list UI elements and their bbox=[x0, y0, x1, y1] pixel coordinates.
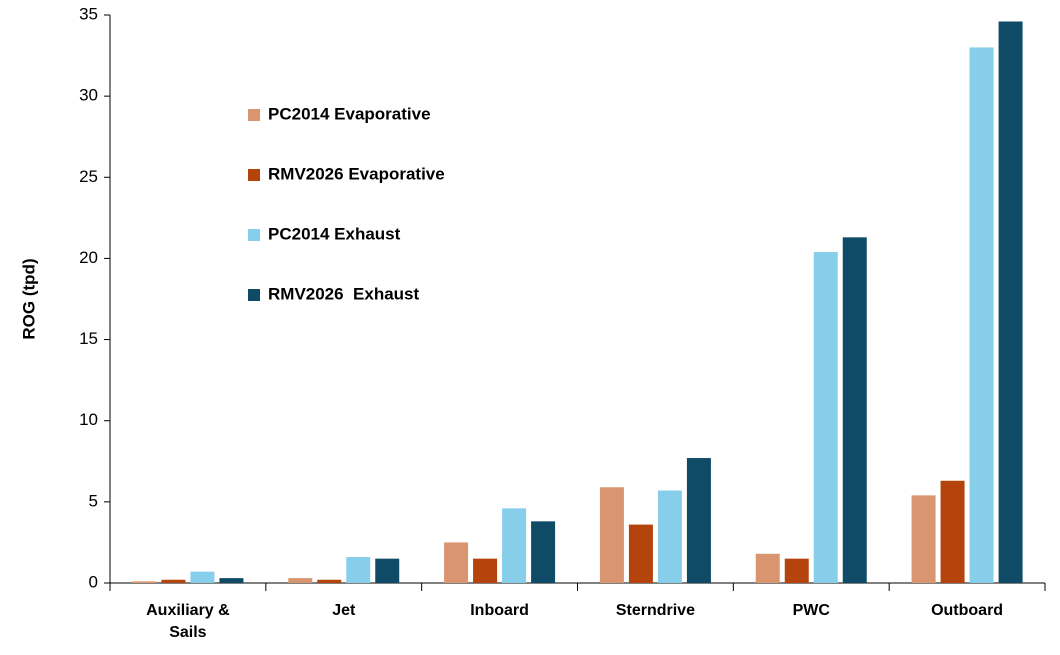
bar bbox=[531, 521, 556, 583]
x-tick-label: Auxiliary & Sails bbox=[146, 602, 230, 641]
y-tick-label: 25 bbox=[79, 167, 98, 186]
y-tick-label: 15 bbox=[79, 329, 98, 348]
bar bbox=[686, 458, 711, 583]
bar bbox=[599, 487, 624, 583]
y-axis-label: ROG (tpd) bbox=[19, 258, 38, 339]
bar bbox=[161, 579, 186, 583]
bar bbox=[288, 578, 313, 583]
legend-swatch bbox=[248, 169, 260, 181]
legend-label: PC2014 Evaporative bbox=[268, 104, 431, 123]
bar bbox=[375, 558, 400, 583]
legend-swatch bbox=[248, 109, 260, 121]
bar bbox=[755, 553, 780, 583]
bar bbox=[444, 542, 469, 583]
legend-swatch bbox=[248, 289, 260, 301]
x-tick-label: Sterndrive bbox=[615, 602, 695, 619]
x-tick-label: PWC bbox=[792, 602, 830, 619]
bar bbox=[657, 490, 682, 583]
bar bbox=[628, 524, 653, 583]
legend-label: RMV2026 Exhaust bbox=[268, 284, 420, 303]
y-tick-label: 20 bbox=[79, 248, 98, 267]
bar bbox=[842, 237, 867, 583]
bar bbox=[502, 508, 527, 583]
x-tick-label: Jet bbox=[332, 602, 356, 619]
bar bbox=[132, 581, 157, 583]
bar bbox=[911, 495, 936, 583]
bar bbox=[813, 251, 838, 584]
y-tick-label: 5 bbox=[89, 491, 98, 510]
legend-swatch bbox=[248, 229, 260, 241]
bar bbox=[784, 558, 809, 583]
bar bbox=[940, 480, 965, 583]
bar bbox=[969, 47, 994, 583]
legend-label: PC2014 Exhaust bbox=[268, 224, 401, 243]
x-tick-label: Outboard bbox=[931, 602, 1004, 619]
legend-label: RMV2026 Evaporative bbox=[268, 164, 445, 183]
bar bbox=[190, 571, 215, 583]
y-tick-label: 10 bbox=[79, 410, 98, 429]
bar bbox=[473, 558, 498, 583]
x-tick-label: Inboard bbox=[470, 602, 529, 619]
y-tick-label: 30 bbox=[79, 86, 98, 105]
y-tick-label: 0 bbox=[89, 572, 98, 591]
bar bbox=[346, 557, 371, 583]
y-tick-label: 35 bbox=[79, 4, 98, 23]
bar bbox=[219, 578, 244, 583]
bar bbox=[998, 21, 1023, 583]
bar bbox=[317, 579, 342, 583]
